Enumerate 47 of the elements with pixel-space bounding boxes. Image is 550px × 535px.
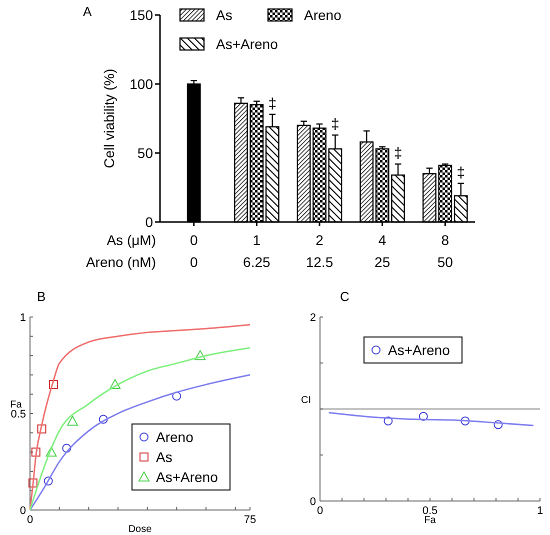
- x-tick-label: 8 50: [437, 232, 454, 270]
- y-tick-label: 150: [130, 7, 154, 23]
- x-tick-label: 1: [536, 505, 544, 517]
- legend-label: As+Areno: [388, 342, 450, 358]
- point: [46, 446, 57, 457]
- legend-label: As: [156, 449, 172, 465]
- x-tick-label: 75: [244, 514, 256, 526]
- y-axis-title: Cell viability (%): [101, 68, 117, 168]
- x-tick-label: 0.5: [422, 505, 438, 517]
- y-tick-label: 0.5: [10, 408, 26, 420]
- legend-label: As+Areno: [216, 36, 278, 52]
- annotation: ‡: [394, 145, 402, 162]
- y-tick-label: 0: [145, 214, 154, 230]
- point: [172, 392, 182, 401]
- y-tick-label: 2: [310, 312, 316, 324]
- chart-title: B: [37, 289, 46, 304]
- point: [48, 380, 58, 390]
- point: [98, 414, 108, 424]
- point: [62, 444, 72, 453]
- chart-title: C: [340, 289, 350, 304]
- legend-label: Areno: [304, 7, 342, 23]
- point: [44, 476, 53, 486]
- legend-label: Areno: [156, 429, 194, 445]
- point: [31, 448, 40, 457]
- y-tick-label: 1: [20, 312, 26, 324]
- x-axis-title: As (μM) Areno (nM): [86, 232, 156, 270]
- x-axis-title: Fa: [424, 515, 436, 526]
- annotation: ‡: [456, 164, 466, 182]
- chart-title: A: [83, 4, 92, 19]
- x-tick-label: 0 0: [190, 232, 198, 270]
- y-axis-title: CI: [301, 395, 311, 406]
- x-tick-label: 2 12.5: [306, 232, 334, 270]
- point: [67, 416, 78, 426]
- x-tick-label: 4 25: [374, 232, 390, 270]
- annotation: ‡: [268, 95, 277, 112]
- point: [37, 424, 46, 434]
- x-tick-label: 1 6.25: [243, 232, 271, 270]
- y-tick-label: 50: [137, 145, 154, 161]
- point: [28, 478, 38, 488]
- legend-label: As: [216, 7, 232, 23]
- y-tick-label: 100: [130, 76, 154, 92]
- x-axis-title: Dose: [128, 524, 152, 535]
- point: [110, 379, 121, 390]
- annotation: ‡: [331, 116, 340, 134]
- y-axis-title: Fa: [10, 400, 22, 410]
- legend-label: As+Areno: [156, 469, 218, 485]
- point: [194, 350, 206, 360]
